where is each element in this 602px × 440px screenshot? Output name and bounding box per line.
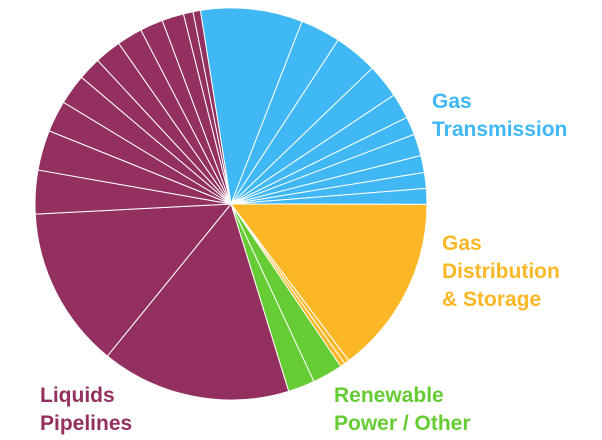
pie-slice: [106, 202, 290, 401]
legend-label: Gas Distribution & Storage: [442, 232, 560, 311]
pie-slice: [34, 203, 233, 357]
legend-label: Liquids Pipelines: [40, 384, 133, 435]
pie-slice: [199, 7, 303, 206]
pie-slice: [192, 9, 232, 205]
legend-label: Gas Transmission: [432, 90, 568, 141]
legend-label: Renewable Power / Other: [334, 384, 471, 435]
pie-slice: [229, 203, 428, 362]
